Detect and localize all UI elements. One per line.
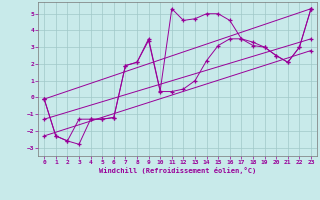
- X-axis label: Windchill (Refroidissement éolien,°C): Windchill (Refroidissement éolien,°C): [99, 167, 256, 174]
